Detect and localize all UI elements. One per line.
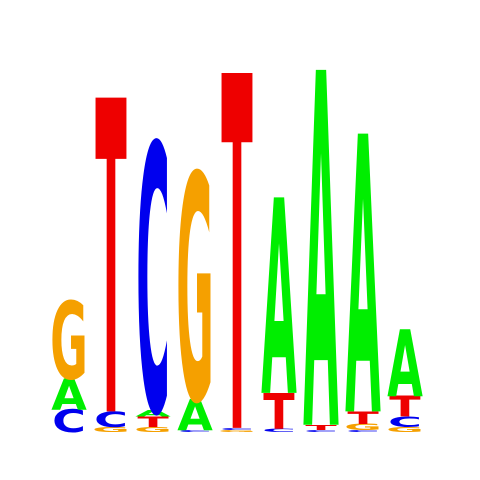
- logo-letter-a-pos7: A: [303, 0, 339, 480]
- logo-letter-t-pos3: T: [137, 414, 169, 431]
- logo-letter-g-pos4: G: [176, 112, 214, 473]
- logo-letter-t-pos6: T: [263, 384, 295, 441]
- logo-letter-c-pos4: C: [178, 429, 212, 432]
- logo-letter-t-pos5: T: [221, 0, 253, 480]
- logo-letter-g-pos9: G: [386, 425, 424, 433]
- logo-letter-a-pos3: A: [135, 409, 171, 419]
- logo-letter-g-pos2: G: [92, 425, 130, 433]
- logo-letter-t-pos2: T: [95, 13, 127, 480]
- logo-letter-c-pos8: C: [346, 429, 380, 432]
- logo-letter-a-pos4: A: [177, 392, 213, 441]
- logo-letter-g-pos3: G: [134, 425, 172, 433]
- logo-letter-g-pos1: G: [50, 281, 88, 404]
- logo-letter-c-pos3: C: [136, 69, 170, 480]
- logo-letter-t-pos9: T: [389, 391, 420, 424]
- logo-letter-g-pos8: G: [344, 422, 382, 432]
- logo-letter-a-pos9: A: [387, 313, 423, 419]
- logo-letter-c-pos7: C: [304, 429, 338, 432]
- logo-letter-c-pos2: C: [94, 408, 128, 432]
- logo-letter-c-pos9: C: [388, 414, 422, 431]
- logo-letter-t-pos7: T: [305, 423, 337, 431]
- logo-letter-c-pos1: C: [52, 404, 86, 440]
- logo-letter-c-pos5: C: [220, 427, 254, 430]
- logo-letter-t-pos8: T: [347, 409, 379, 429]
- logo-letter-a-pos6: A: [261, 145, 297, 457]
- logo-letter-a-pos1: A: [51, 371, 87, 420]
- logo-letter-g-pos5: G: [218, 429, 256, 432]
- logo-letter-c-pos6: C: [262, 428, 296, 433]
- logo-letter-a-pos8: A: [345, 58, 381, 480]
